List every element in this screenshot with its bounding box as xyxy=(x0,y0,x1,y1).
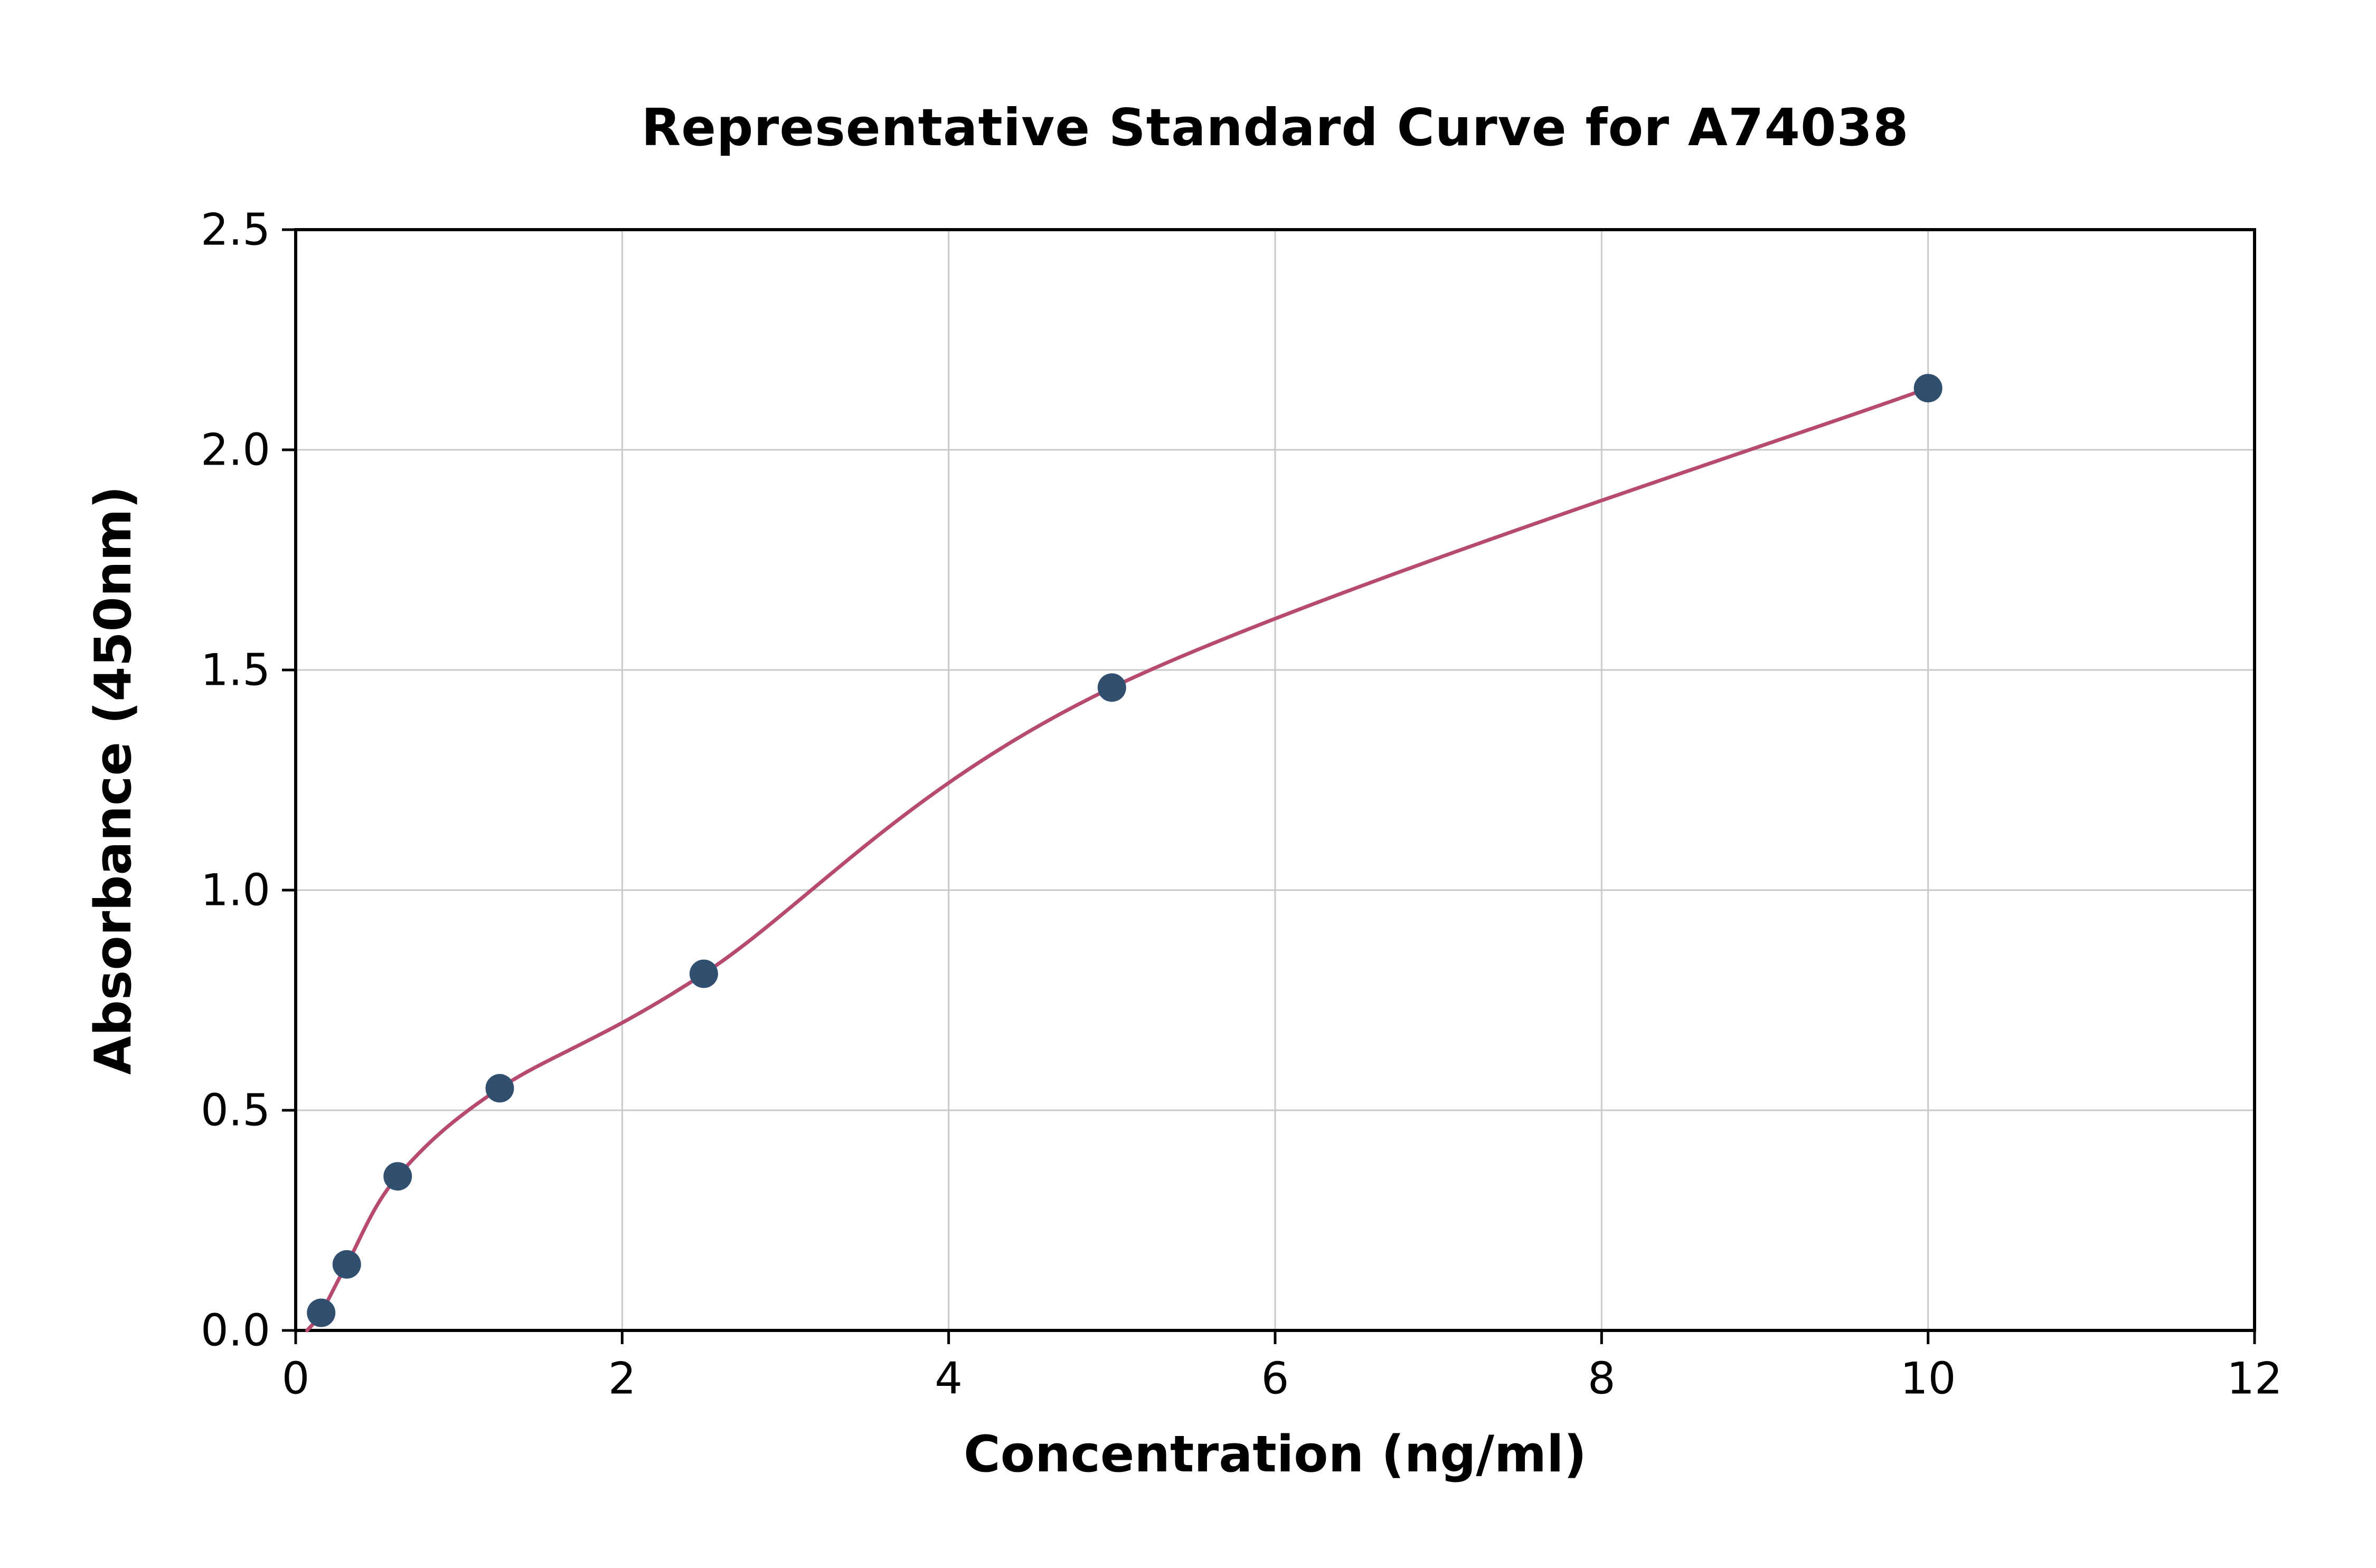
data-point xyxy=(689,959,718,988)
x-tick-label: 10 xyxy=(1900,1353,1956,1404)
x-tick-label: 6 xyxy=(1261,1353,1289,1404)
data-point xyxy=(332,1250,361,1279)
x-tick-label: 4 xyxy=(935,1353,963,1404)
y-tick-label: 0.0 xyxy=(201,1305,270,1356)
fit-curve xyxy=(305,386,1930,1333)
x-tick-label: 0 xyxy=(282,1353,310,1404)
data-point xyxy=(383,1162,412,1191)
y-tick-label: 0.5 xyxy=(201,1085,270,1136)
y-tick-label: 1.5 xyxy=(201,645,270,696)
x-tick-label: 2 xyxy=(608,1353,636,1404)
chart-title: Representative Standard Curve for A74038 xyxy=(641,98,1909,157)
data-point xyxy=(1097,673,1126,702)
data-point xyxy=(485,1074,514,1103)
x-tick-label: 8 xyxy=(1588,1353,1616,1404)
y-tick-label: 2.0 xyxy=(201,424,270,476)
data-point xyxy=(307,1298,336,1327)
x-axis-label: Concentration (ng/ml) xyxy=(963,1425,1587,1484)
y-tick-label: 1.0 xyxy=(201,865,270,916)
y-tick-label: 2.5 xyxy=(201,204,270,256)
data-point xyxy=(1913,374,1943,403)
x-tick-label: 12 xyxy=(2227,1353,2283,1404)
